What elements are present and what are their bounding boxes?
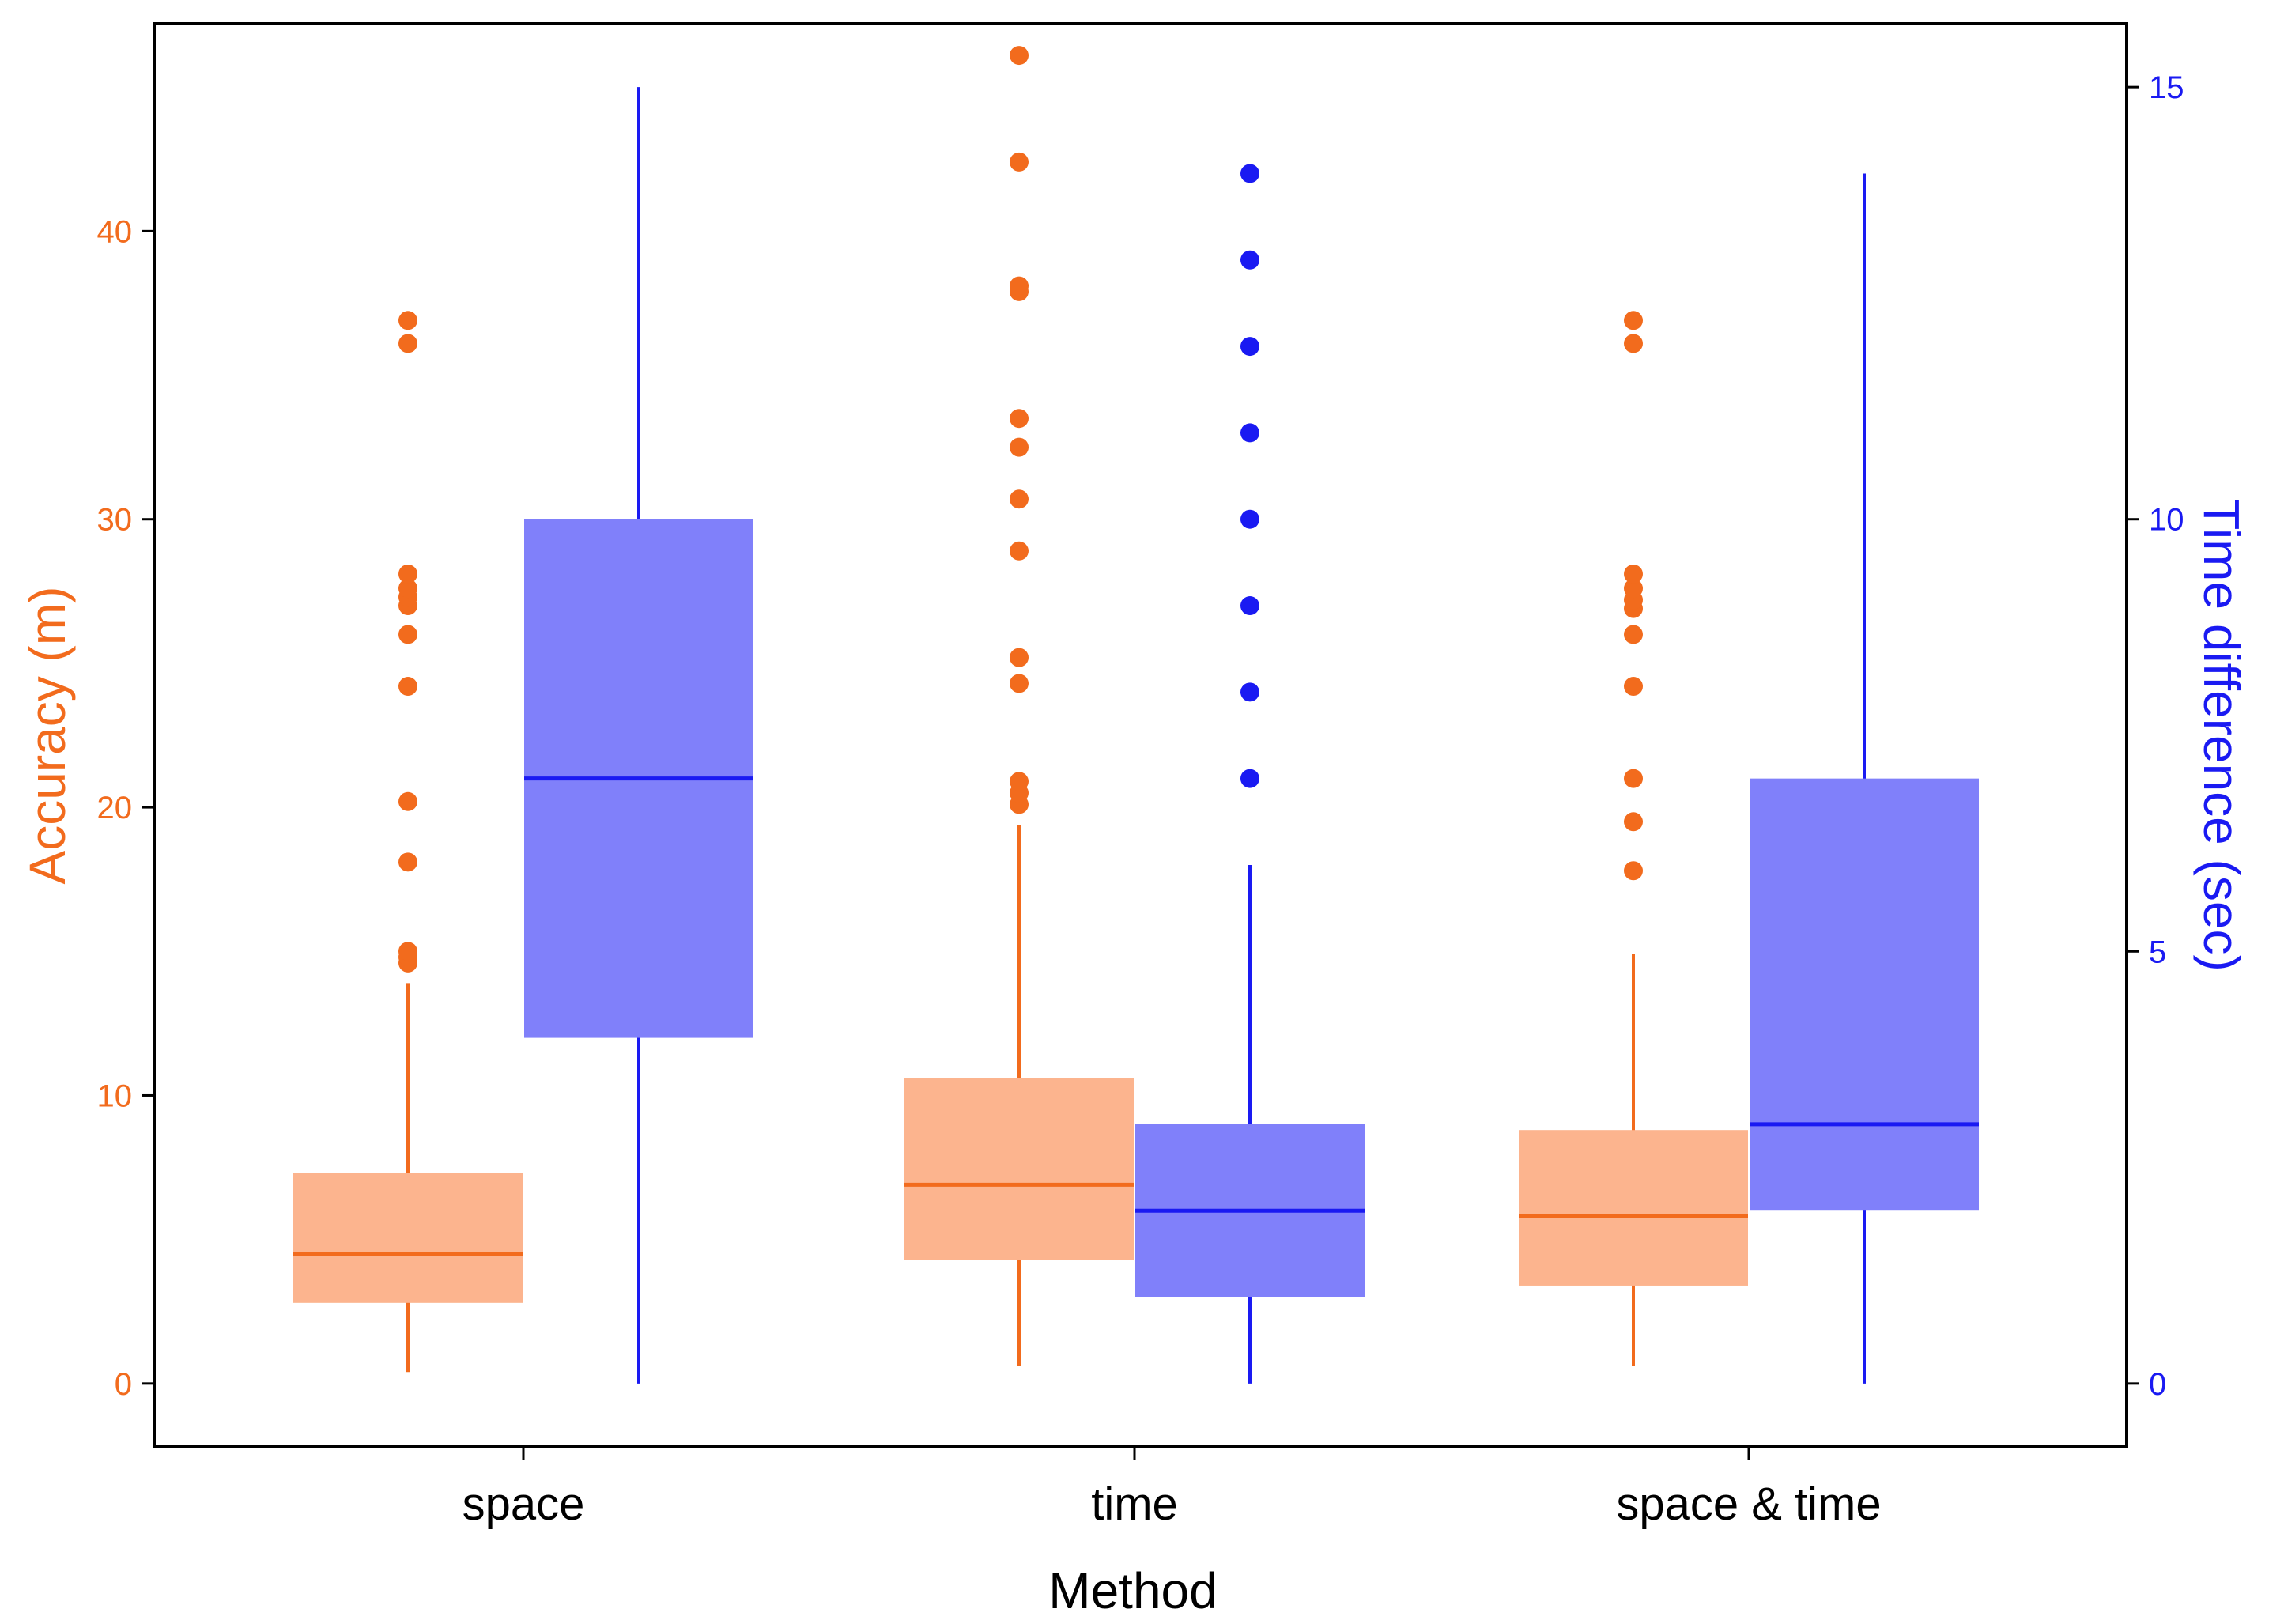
x-axis-title: Method [1048,1562,1217,1619]
x-tick-label-space: space [462,1479,585,1530]
accuracy-space-outlier [398,852,417,872]
accuracy-space-and-time-outlier [1624,311,1643,330]
accuracy-time-outlier [1010,772,1029,791]
time-diff-time-outlier [1240,509,1259,529]
time-diff-time-outlier [1240,769,1259,788]
time-diff-time-outlier [1240,250,1259,270]
accuracy-time-outlier [1010,541,1029,561]
accuracy-space-outlier [398,311,417,330]
box-layer [293,87,1979,1384]
accuracy-space-and-time-outlier [1624,564,1643,584]
left-y-tick-label: 0 [115,1367,132,1402]
accuracy-space-box [293,1173,523,1303]
right-y-axis-title: Time difference (sec) [2193,499,2250,972]
accuracy-space-outlier [398,579,417,599]
outlier-layer [398,46,1643,973]
accuracy-space-and-time-outlier [1624,579,1643,599]
accuracy-space-outlier [398,564,417,584]
right-y-tick-label: 5 [2149,935,2166,969]
accuracy-space-and-time-outlier [1624,625,1643,644]
accuracy-space-and-time-outlier [1624,677,1643,697]
right-y-tick-label: 10 [2149,503,2184,538]
left-y-tick-label: 30 [97,503,133,538]
time-diff-space-and-time-box [1750,778,1979,1211]
accuracy-time-outlier [1010,152,1029,172]
time-diff-time-outlier [1240,164,1259,183]
time-diff-time-outlier [1240,337,1259,357]
time-diff-time-outlier [1240,682,1259,702]
accuracy-space-outlier [398,625,417,644]
accuracy-space-and-time-outlier [1624,861,1643,881]
accuracy-space-outlier [398,677,417,697]
accuracy-time-outlier [1010,489,1029,509]
accuracy-space-outlier [398,334,417,353]
time-diff-time-outlier [1240,423,1259,443]
accuracy-space-and-time-box [1519,1130,1748,1286]
accuracy-time-outlier [1010,409,1029,429]
accuracy-space-and-time-outlier [1624,769,1643,788]
left-y-tick-label: 40 [97,214,133,249]
x-axis: space time space & time [462,1447,1882,1530]
right-y-tick-label: 0 [2149,1367,2166,1402]
accuracy-space-and-time-outlier [1624,334,1643,353]
left-y-axis: 0 10 20 30 40 [97,214,154,1402]
accuracy-time-outlier [1010,674,1029,693]
x-tick-label-time: time [1091,1479,1178,1530]
accuracy-space-outlier [398,791,417,811]
right-y-tick-label: 15 [2149,70,2184,105]
accuracy-time-outlier [1010,276,1029,296]
left-y-tick-label: 10 [97,1078,133,1113]
accuracy-space-and-time-outlier [1624,812,1643,832]
left-y-axis-title: Accuracy (m) [19,587,76,885]
left-y-tick-label: 20 [97,791,133,825]
accuracy-time-outlier [1010,437,1029,457]
accuracy-space-outlier [398,942,417,961]
accuracy-time-outlier [1010,46,1029,66]
accuracy-time-box [904,1078,1134,1260]
right-y-axis: 0 5 10 15 [2127,70,2184,1402]
plot-frame [153,22,2128,1448]
accuracy-time-outlier [1010,648,1029,667]
x-tick-label-space-and-time: space & time [1616,1479,1881,1530]
time-diff-time-outlier [1240,596,1259,616]
